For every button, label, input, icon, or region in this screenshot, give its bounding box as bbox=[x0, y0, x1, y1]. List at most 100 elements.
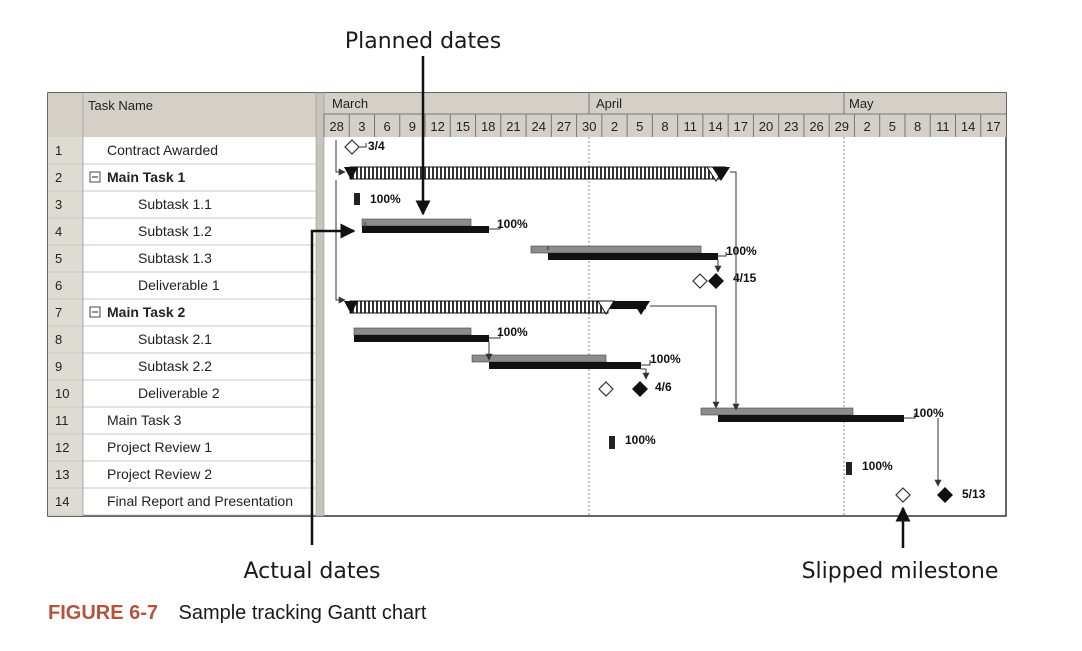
actual-bar-subtask-1-2 bbox=[362, 226, 489, 233]
table-row[interactable]: 12 Project Review 1 bbox=[55, 439, 212, 455]
summary-bar-main-task-2 bbox=[349, 300, 609, 314]
actual-bar-subtask-2-2 bbox=[489, 362, 641, 369]
day-tick-label: 17 bbox=[734, 119, 748, 134]
callout-planned-dates: Planned dates bbox=[345, 29, 501, 54]
row-number: 11 bbox=[55, 413, 69, 428]
day-tick-label: 14 bbox=[708, 119, 722, 134]
task-name: Deliverable 2 bbox=[138, 385, 220, 401]
table-row[interactable]: 7 Main Task 2 bbox=[55, 304, 186, 320]
callout-actual-dates: Actual dates bbox=[244, 559, 381, 584]
planned-bar-main-task-3 bbox=[700, 407, 854, 416]
callout-slipped-milestone: Slipped milestone bbox=[802, 559, 999, 584]
task-name: Subtask 1.2 bbox=[138, 223, 212, 239]
task-name: Main Task 3 bbox=[107, 412, 182, 428]
planned-bar-subtask-1-3 bbox=[530, 245, 702, 254]
figure-caption: FIGURE 6-7 Sample tracking Gantt chart bbox=[48, 602, 427, 624]
label-subtask-1-1: 100% bbox=[370, 192, 401, 206]
table-row[interactable]: 4 Subtask 1.2 bbox=[55, 223, 212, 239]
row-number: 13 bbox=[55, 467, 69, 482]
actual-bar-subtask-2-1 bbox=[354, 335, 489, 342]
callout-pointers bbox=[310, 56, 911, 548]
label-contract-date: 3/4 bbox=[368, 139, 385, 153]
table-row[interactable]: 5 Subtask 1.3 bbox=[55, 250, 212, 266]
table-row[interactable]: 6 Deliverable 1 bbox=[55, 277, 220, 293]
day-ticks: 28 3 6 9 12 15 18 21 24 27 30 2 5 8 11 14 17 20 23 26 29 2 5 8 1… bbox=[323, 114, 1001, 137]
day-tick-label: 8 bbox=[914, 119, 921, 134]
label-final-report: 5/13 bbox=[962, 487, 986, 501]
month-label-april: April bbox=[596, 96, 622, 111]
day-tick-label: 11 bbox=[936, 119, 950, 134]
summary-bar-main-task-1 bbox=[349, 166, 721, 180]
table-row[interactable]: 1 Contract Awarded bbox=[55, 142, 218, 158]
row-number: 3 bbox=[55, 197, 62, 212]
row-grid bbox=[48, 93, 316, 516]
row-number: 7 bbox=[55, 305, 62, 320]
milestone-actual-deliverable-1 bbox=[708, 273, 724, 289]
milestone-actual-final-report bbox=[937, 487, 953, 503]
planned-bar-subtask-1-2 bbox=[361, 218, 472, 227]
task-rows: 1 Contract Awarded 2 Main Task 1 3 Subtask 1.… bbox=[55, 142, 293, 509]
row-number: 2 bbox=[55, 170, 62, 185]
pointer-actual bbox=[310, 223, 356, 545]
label-subtask-1-2: 100% bbox=[497, 217, 528, 231]
label-subtask-2-2: 100% bbox=[650, 352, 681, 366]
day-tick-label: 3 bbox=[358, 119, 365, 134]
milestone-planned-contract bbox=[344, 139, 360, 155]
day-tick-label: 26 bbox=[809, 119, 823, 134]
summary-cap-left-mt1 bbox=[344, 167, 358, 180]
table-row[interactable]: 2 Main Task 1 bbox=[55, 169, 186, 185]
bar-project-review-1 bbox=[609, 436, 615, 449]
day-tick-label: 28 bbox=[329, 119, 343, 134]
figure-number: FIGURE 6-7 bbox=[48, 602, 158, 624]
day-tick-label: 9 bbox=[409, 119, 416, 134]
month-label-march: March bbox=[332, 96, 368, 111]
day-tick-label: 27 bbox=[557, 119, 571, 134]
row-number: 8 bbox=[55, 332, 62, 347]
task-name: Final Report and Presentation bbox=[107, 493, 293, 509]
label-project-review-2: 100% bbox=[862, 459, 893, 473]
task-name: Contract Awarded bbox=[107, 142, 218, 158]
pane-splitter[interactable] bbox=[315, 92, 325, 517]
milestone-planned-final-report bbox=[895, 487, 911, 503]
row-number: 10 bbox=[55, 386, 69, 401]
task-name-header-cell bbox=[83, 93, 319, 137]
table-row[interactable]: 14 Final Report and Presentation bbox=[55, 493, 293, 509]
day-tick-label: 17 bbox=[986, 119, 1000, 134]
day-tick-label: 5 bbox=[636, 119, 643, 134]
bar-subtask-1-1 bbox=[354, 193, 360, 205]
day-tick-label: 29 bbox=[835, 119, 849, 134]
task-name: Main Task 2 bbox=[107, 304, 186, 320]
summary-cap-planned-mt2 bbox=[597, 300, 615, 315]
gantt-bars: 3/4 100% 100% 100% 4/15 bbox=[335, 139, 986, 503]
day-tick-label: 15 bbox=[456, 119, 470, 134]
bar-project-review-2 bbox=[846, 462, 852, 475]
row-number: 14 bbox=[55, 494, 69, 509]
row-number: 4 bbox=[55, 224, 62, 239]
milestone-planned-deliverable-1 bbox=[692, 273, 708, 289]
table-row[interactable]: 13 Project Review 2 bbox=[55, 466, 212, 482]
day-tick-label: 2 bbox=[863, 119, 870, 134]
row-number: 6 bbox=[55, 278, 62, 293]
day-tick-label: 12 bbox=[430, 119, 444, 134]
table-row[interactable]: 9 Subtask 2.2 bbox=[55, 358, 212, 374]
row-number: 1 bbox=[55, 143, 62, 158]
task-name: Subtask 1.1 bbox=[138, 196, 212, 212]
table-row[interactable]: 11 Main Task 3 bbox=[55, 412, 182, 428]
day-tick-label: 24 bbox=[531, 119, 545, 134]
table-row[interactable]: 8 Subtask 2.1 bbox=[55, 331, 212, 347]
day-tick-label: 8 bbox=[661, 119, 668, 134]
day-tick-label: 18 bbox=[481, 119, 495, 134]
milestone-planned-deliverable-2 bbox=[598, 381, 614, 397]
table-row[interactable]: 3 Subtask 1.1 bbox=[55, 196, 212, 212]
day-tick-label: 20 bbox=[759, 119, 773, 134]
timescale-header bbox=[319, 93, 1006, 137]
row-number: 5 bbox=[55, 251, 62, 266]
day-tick-label: 2 bbox=[611, 119, 618, 134]
day-tick-label: 6 bbox=[384, 119, 391, 134]
task-name: Subtask 1.3 bbox=[138, 250, 212, 266]
table-row[interactable]: 10 Deliverable 2 bbox=[55, 385, 220, 401]
day-tick-label: 11 bbox=[684, 119, 698, 134]
task-name: Deliverable 1 bbox=[138, 277, 220, 293]
planned-bar-subtask-2-2 bbox=[471, 354, 607, 363]
